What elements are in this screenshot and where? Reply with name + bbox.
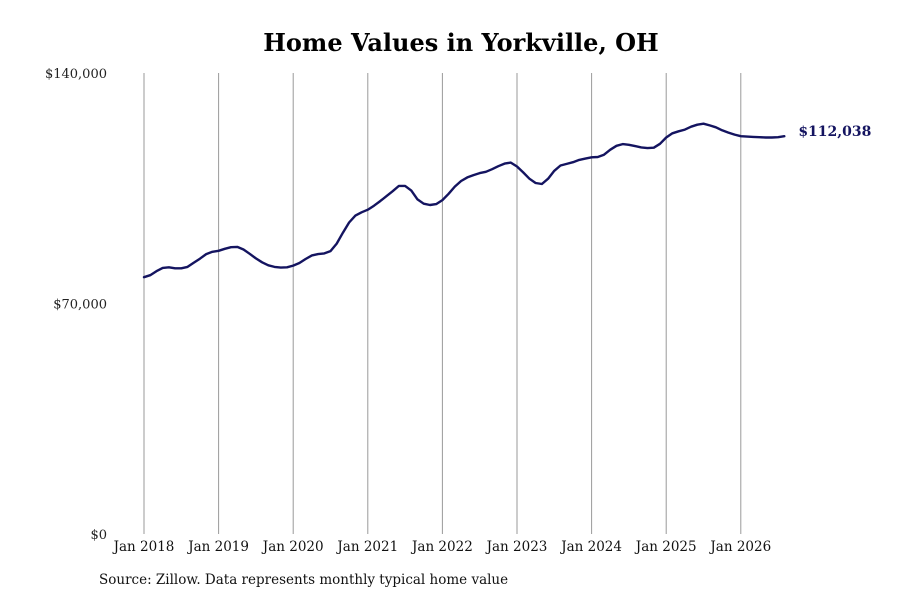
y-tick-label: $0 xyxy=(90,528,107,543)
x-tick-label: Jan 2019 xyxy=(186,539,249,555)
y-tick-label: $70,000 xyxy=(53,298,107,313)
x-tick-label: Jan 2020 xyxy=(261,539,324,555)
chart-title: Home Values in Yorkville, OH xyxy=(263,28,659,57)
y-tick-label: $140,000 xyxy=(45,67,107,82)
series-line xyxy=(142,122,786,279)
x-tick-label: Jan 2018 xyxy=(112,539,175,555)
x-tick-label: Jan 2026 xyxy=(708,539,771,555)
x-tick-label: Jan 2021 xyxy=(335,539,398,555)
end-value-label: $112,038 xyxy=(798,124,871,140)
source-note: Source: Zillow. Data represents monthly … xyxy=(99,572,509,588)
x-tick-label: Jan 2025 xyxy=(634,539,697,555)
x-tick-label: Jan 2022 xyxy=(410,539,473,555)
x-tick-label: Jan 2024 xyxy=(559,539,622,555)
x-tick-label: Jan 2023 xyxy=(485,539,548,555)
